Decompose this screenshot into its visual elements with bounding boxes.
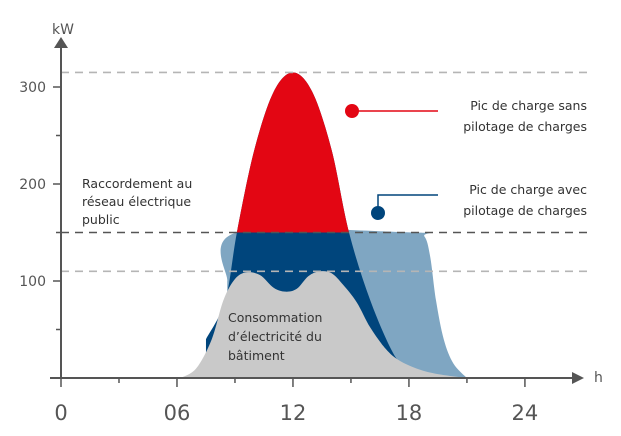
y-axis-label: kW bbox=[52, 22, 74, 38]
x-axis-label: h bbox=[594, 370, 603, 386]
avec-label-1: Pic de charge avec bbox=[469, 182, 587, 197]
grid-connection-label-3: public bbox=[82, 212, 120, 227]
area-building-consumption bbox=[180, 271, 467, 378]
building-label-3: bâtiment bbox=[228, 348, 285, 363]
x-tick-label: 18 bbox=[396, 401, 423, 425]
x-tick-label: 24 bbox=[512, 401, 539, 425]
grid-connection-label-2: réseau électrique bbox=[82, 194, 191, 209]
area-without-load-control-peak bbox=[236, 72, 350, 233]
y-tick-label: 300 bbox=[19, 80, 46, 96]
avec-label-2: pilotage de charges bbox=[463, 203, 587, 218]
sans-label-2: pilotage de charges bbox=[463, 119, 587, 134]
y-tick-label: 200 bbox=[19, 177, 46, 193]
x-tick-label: 06 bbox=[164, 401, 191, 425]
reference-lines bbox=[61, 71, 588, 273]
sans-label-1: Pic de charge sans bbox=[470, 98, 587, 113]
x-tick-label: 12 bbox=[280, 401, 307, 425]
sans-marker-dot bbox=[345, 104, 359, 118]
areas-layer bbox=[180, 72, 467, 378]
building-label-1: Consommation bbox=[228, 310, 322, 325]
avec-leader-line bbox=[377, 194, 438, 213]
avec-marker-dot bbox=[371, 206, 385, 220]
x-tick-label: 0 bbox=[54, 401, 67, 425]
grid-connection-label-1: Raccordement au bbox=[82, 176, 192, 191]
axes: kW h 100 200 300 0 06 12 18 24 bbox=[19, 22, 603, 425]
building-label-2: d’électricité du bbox=[228, 329, 322, 344]
y-axis-arrow-icon bbox=[54, 37, 68, 48]
x-axis-arrow-icon bbox=[572, 372, 584, 384]
y-tick-label: 100 bbox=[19, 274, 46, 290]
